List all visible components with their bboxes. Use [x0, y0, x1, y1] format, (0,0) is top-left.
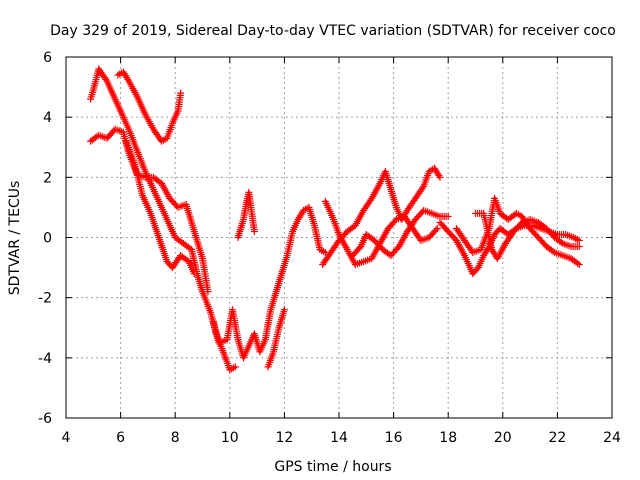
y-tick-label: -4 — [38, 351, 52, 367]
series-track-e — [209, 203, 329, 362]
series-track-c — [87, 125, 212, 296]
y-tick-label: -2 — [38, 291, 52, 307]
data-series — [87, 65, 583, 374]
x-tick-label: 8 — [171, 430, 180, 446]
data-point — [436, 173, 444, 181]
data-point — [177, 89, 185, 97]
series-track-d — [122, 137, 198, 278]
data-point — [473, 265, 481, 273]
series-track-l — [452, 194, 583, 269]
chart-title: Day 329 of 2019, Sidereal Day-to-day VTE… — [50, 23, 616, 39]
y-tick-label: 2 — [43, 170, 52, 186]
x-tick-label: 12 — [275, 430, 293, 446]
x-tick-label: 16 — [385, 430, 403, 446]
data-point — [575, 237, 583, 245]
data-point — [250, 227, 258, 235]
x-tick-label: 6 — [116, 430, 125, 446]
data-point — [444, 212, 452, 220]
data-point — [575, 243, 583, 251]
series-track-a — [87, 65, 239, 374]
data-point — [557, 238, 565, 246]
y-axis-label: SDTVAR / TECUs — [7, 181, 23, 296]
x-tick-label: 14 — [330, 430, 348, 446]
x-axis-label: GPS time / hours — [274, 459, 391, 475]
data-point — [432, 226, 440, 234]
data-point — [367, 196, 375, 204]
data-point — [102, 75, 110, 83]
x-tick-label: 10 — [221, 430, 239, 446]
series-track-f — [234, 188, 258, 241]
series-track-i — [319, 164, 444, 269]
x-tick-label: 18 — [439, 430, 457, 446]
data-point — [418, 184, 426, 192]
plot-frame — [65, 56, 613, 419]
x-tick-label: 22 — [548, 430, 566, 446]
data-point — [231, 363, 239, 371]
series-track-m — [472, 209, 583, 263]
data-point — [433, 224, 441, 232]
x-tick-label: 20 — [494, 430, 512, 446]
y-tick-label: 6 — [43, 50, 52, 66]
data-point — [574, 259, 582, 267]
x-tick-label: 4 — [62, 430, 71, 446]
series-track-g — [264, 306, 288, 371]
x-tick-label: 24 — [603, 430, 621, 446]
data-point — [575, 261, 583, 269]
y-tick-label: 0 — [43, 231, 52, 247]
data-point — [280, 306, 288, 314]
y-tick-label: 4 — [43, 110, 52, 126]
series-track-h — [321, 197, 441, 269]
data-point — [549, 247, 557, 255]
series-track-k — [436, 218, 583, 278]
series-track-j — [349, 206, 452, 260]
data-point — [190, 270, 198, 278]
y-tick-label: -6 — [38, 411, 52, 427]
data-point — [204, 288, 212, 296]
data-point — [355, 244, 363, 252]
series-track-b — [114, 68, 185, 145]
